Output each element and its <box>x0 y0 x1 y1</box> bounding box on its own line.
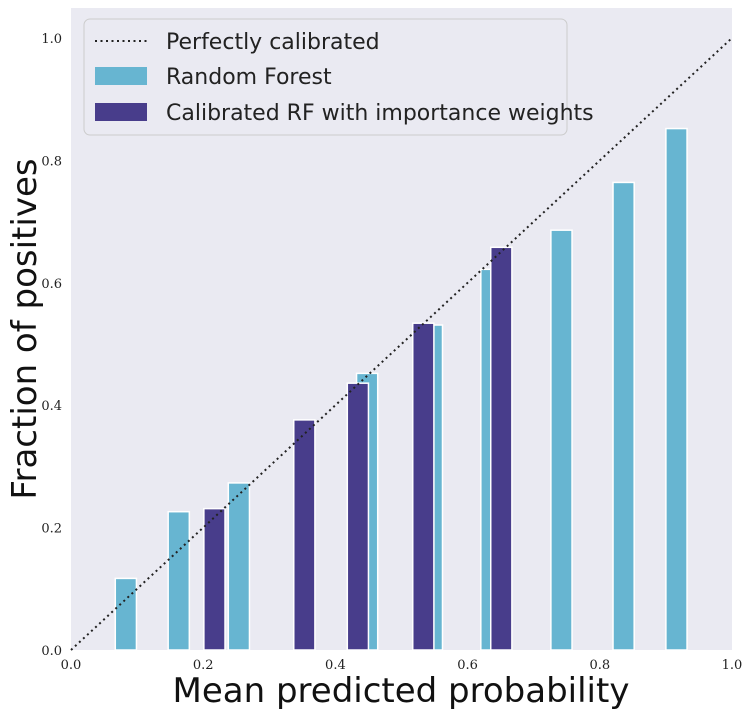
bar-random-forest-9 <box>665 127 688 651</box>
x-axis-title: Mean predicted probability <box>173 671 630 711</box>
x-tick-label-4: 0.8 <box>589 658 610 673</box>
legend-calibrated-swatch <box>95 103 147 121</box>
y-tick-label-0: 0.0 <box>41 644 62 659</box>
x-tick-labels: 0.0 0.2 0.4 0.6 0.8 1.0 <box>61 658 743 673</box>
y-tick-label-1: 0.2 <box>41 522 62 537</box>
x-tick-label-2: 0.4 <box>325 658 346 673</box>
legend-random-forest-swatch <box>95 67 147 85</box>
legend-random-forest-label: Random Forest <box>166 65 332 90</box>
legend-perfect-label: Perfectly calibrated <box>166 30 380 55</box>
bar-calibrated-rf-with-importance-weights-2 <box>293 419 316 651</box>
legend-box <box>83 18 568 136</box>
bar-calibrated-rf-with-importance-weights-4 <box>411 322 435 651</box>
x-tick-label-5: 1.0 <box>722 658 743 673</box>
y-tick-label-2: 0.4 <box>41 399 62 414</box>
perfectly-calibrated-line <box>70 37 733 651</box>
x-tick-label-3: 0.6 <box>457 658 478 673</box>
legend-calibrated-label: Calibrated RF with importance weights <box>166 101 594 126</box>
x-tick-label-1: 0.2 <box>193 658 214 673</box>
y-axis-title: Fraction of positives <box>5 158 45 499</box>
bar-calibrated-rf-with-importance-weights-3 <box>346 382 370 651</box>
bar-random-forest-8 <box>612 181 635 651</box>
y-tick-label-4: 0.8 <box>41 154 62 169</box>
bar-random-forest-7 <box>550 229 573 651</box>
bars-layer <box>114 127 688 651</box>
bar-calibrated-rf-with-importance-weights-5 <box>489 246 513 651</box>
x-tick-label-0: 0.0 <box>61 658 82 673</box>
y-tick-labels: 0.0 0.2 0.4 0.6 0.8 1.0 <box>41 32 62 659</box>
bar-calibrated-rf-with-importance-weights-1 <box>203 507 226 651</box>
bar-random-forest-2 <box>167 510 191 651</box>
legend: Perfectly calibrated Random Forest Calib… <box>83 18 594 136</box>
y-tick-label-3: 0.6 <box>41 277 62 292</box>
y-tick-label-5: 1.0 <box>41 32 62 47</box>
bar-random-forest-1 <box>114 577 138 651</box>
bar-random-forest-3 <box>227 482 251 651</box>
